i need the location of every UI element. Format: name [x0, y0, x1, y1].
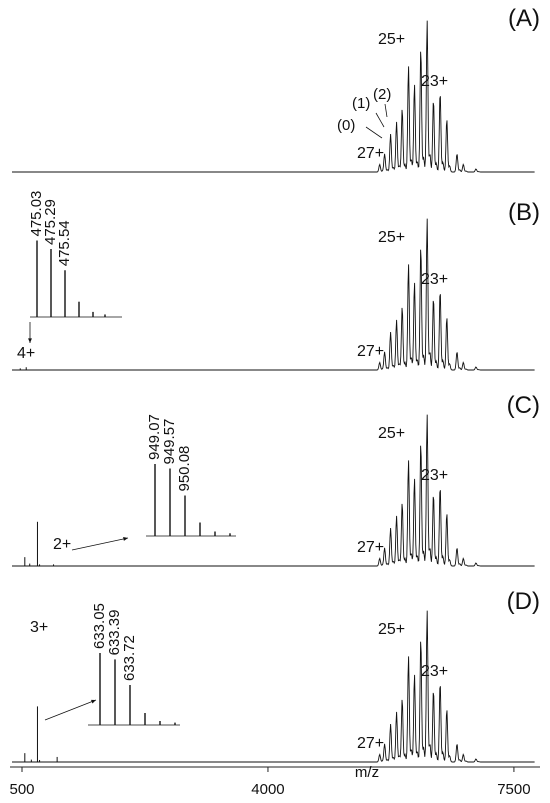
panel-label-2: (C): [507, 392, 540, 419]
charge-label-2-1: 25+: [378, 425, 405, 442]
x-tick-label-2: 7500: [497, 781, 530, 798]
charge-label-2-2: 23+: [421, 467, 448, 484]
inset-peak-label-3-1: 633.39: [106, 610, 123, 656]
isoform-annotation-2: (2): [373, 86, 391, 103]
x-tick-label-0: 500: [9, 781, 34, 798]
charge-label-0-2: 23+: [421, 73, 448, 90]
inset-pointer-3: [44, 699, 97, 721]
panel-label-3: (D): [507, 588, 540, 615]
charge-label-1-1: 25+: [378, 229, 405, 246]
charge-label-1-2: 23+: [421, 271, 448, 288]
charge-label-2-3: 2+: [53, 536, 71, 553]
spectrum-trace-a: [12, 20, 535, 173]
charge-label-3-0: 27+: [357, 735, 384, 752]
spectrum-trace-d: [12, 610, 535, 763]
charge-label-3-1: 25+: [378, 621, 405, 638]
inset-peak-label-1-2: 475.54: [56, 220, 73, 266]
inset-pointer-head-2: [123, 537, 128, 541]
charge-label-2-0: 27+: [357, 539, 384, 556]
isoform-annotation-0: (0): [337, 117, 355, 134]
charge-label-1-3: 4+: [17, 345, 35, 362]
charge-label-1-0: 27+: [357, 343, 384, 360]
annotation-arrow-2: [384, 103, 388, 118]
spectrum-trace-b: [12, 218, 535, 371]
inset-peak-label-3-2: 633.72: [121, 635, 138, 681]
inset-peak-label-2-1: 949.57: [161, 419, 178, 465]
inset-peak-label-1-0: 475.03: [28, 191, 45, 237]
inset-peak-label-2-2: 950.08: [176, 446, 193, 492]
inset-peak-label-2-0: 949.07: [146, 414, 163, 460]
charge-label-3-3: 3+: [30, 619, 48, 636]
panel-label-0: (A): [508, 5, 540, 32]
annotation-arrow-1: [375, 112, 385, 128]
isoform-annotation-1: (1): [352, 95, 370, 112]
inset-peak-label-3-0: 633.05: [91, 603, 108, 649]
charge-label-0-0: 27+: [357, 145, 384, 162]
spectrum-trace-c: [12, 414, 535, 567]
x-tick-label-1: 4000: [251, 781, 284, 798]
inset-pointer-head-3: [91, 699, 96, 704]
inset-peak-label-1-1: 475.29: [42, 199, 59, 245]
charge-label-0-1: 25+: [378, 31, 405, 48]
inset-pointer-head-1: [28, 338, 32, 343]
charge-label-3-2: 23+: [421, 663, 448, 680]
x-axis-label: m/z: [355, 764, 379, 781]
inset-pointer-2: [71, 537, 129, 551]
annotation-arrow-0: [365, 126, 383, 139]
panel-label-1: (B): [508, 199, 540, 226]
